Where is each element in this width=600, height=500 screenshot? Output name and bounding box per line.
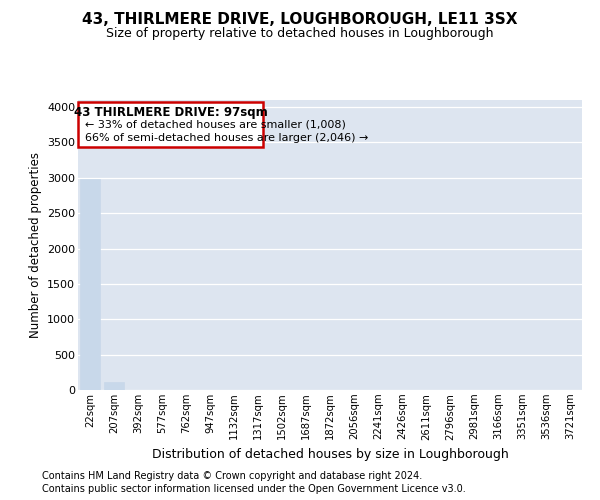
Text: 66% of semi-detached houses are larger (2,046) →: 66% of semi-detached houses are larger (… bbox=[85, 134, 368, 143]
Text: ← 33% of detached houses are smaller (1,008): ← 33% of detached houses are smaller (1,… bbox=[85, 120, 346, 130]
Bar bbox=[104, 382, 124, 390]
Text: 43, THIRLMERE DRIVE, LOUGHBOROUGH, LE11 3SX: 43, THIRLMERE DRIVE, LOUGHBOROUGH, LE11 … bbox=[82, 12, 518, 28]
Text: Contains public sector information licensed under the Open Government Licence v3: Contains public sector information licen… bbox=[42, 484, 466, 494]
Text: 43 THIRLMERE DRIVE: 97sqm: 43 THIRLMERE DRIVE: 97sqm bbox=[74, 106, 267, 119]
Text: Contains HM Land Registry data © Crown copyright and database right 2024.: Contains HM Land Registry data © Crown c… bbox=[42, 471, 422, 481]
FancyBboxPatch shape bbox=[78, 102, 263, 148]
Bar bbox=[80, 179, 100, 390]
Text: Size of property relative to detached houses in Loughborough: Size of property relative to detached ho… bbox=[106, 28, 494, 40]
X-axis label: Distribution of detached houses by size in Loughborough: Distribution of detached houses by size … bbox=[152, 448, 508, 461]
Y-axis label: Number of detached properties: Number of detached properties bbox=[29, 152, 41, 338]
